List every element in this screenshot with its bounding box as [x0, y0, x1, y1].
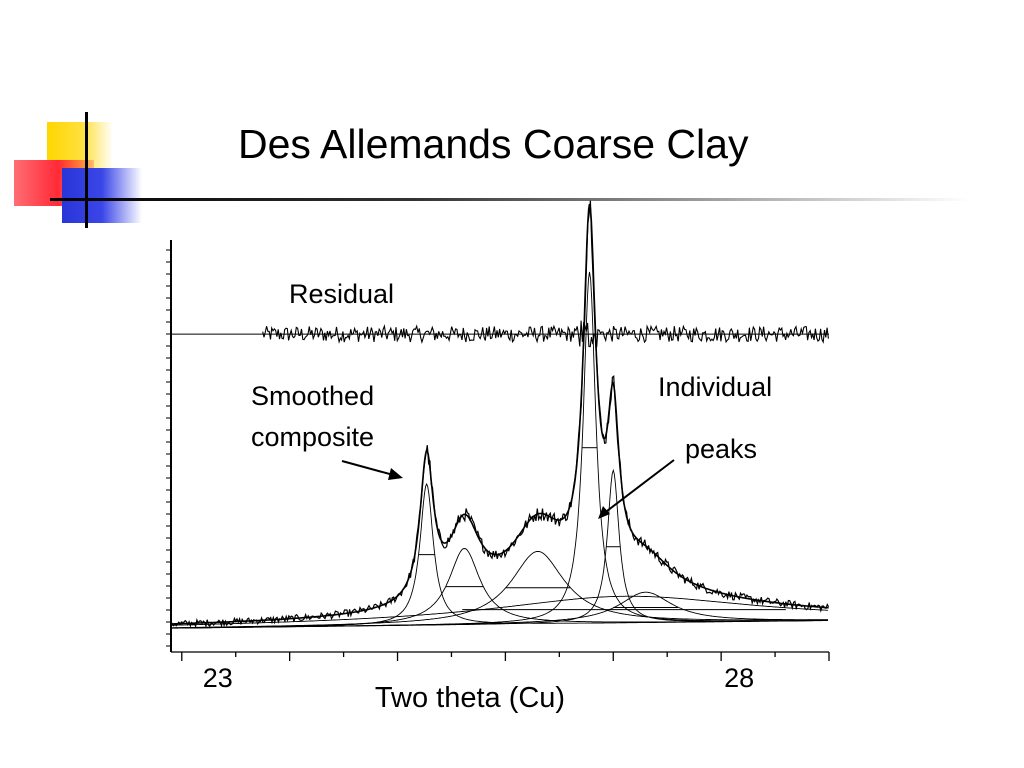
annotation-residual: Residual: [289, 279, 394, 309]
smoothed-composite-line: [171, 203, 829, 625]
individual-peaks: [170, 271, 828, 629]
x-axis-title: Two theta (Cu): [375, 682, 565, 714]
raw-data-trace: [170, 200, 830, 629]
slide-title: Des Allemands Coarse Clay: [238, 121, 749, 167]
decor-vertical-line: [85, 112, 88, 228]
arrow-individual-peaks: [602, 459, 675, 515]
x-axis-ticks: [181, 652, 830, 661]
y-axis-ticks: [166, 249, 171, 647]
annotation-peaks: peaks: [685, 434, 757, 464]
title-underline: [50, 198, 970, 201]
x-tick-label-28: 28: [724, 663, 754, 693]
individual-peak: [171, 595, 828, 626]
annotation-composite: composite: [251, 422, 374, 452]
annotation-smoothed: Smoothed: [251, 381, 374, 411]
arrow-head-individual: [598, 506, 610, 519]
individual-peak: [171, 482, 828, 629]
raw-data-line: [170, 200, 830, 629]
residual-trace: [262, 320, 829, 348]
annotation-individual: Individual: [658, 372, 772, 402]
individual-peak: [171, 468, 828, 629]
individual-peak: [171, 550, 828, 629]
individual-peak: [171, 591, 828, 629]
smoothed-composite: [171, 203, 829, 625]
residual-line: [262, 320, 829, 348]
x-tick-label-23: 23: [203, 663, 233, 693]
decor-blue-square: [62, 168, 142, 223]
arrow-head-smoothed: [388, 468, 403, 480]
individual-peak: [170, 548, 828, 629]
arrow-smoothed-composite: [341, 460, 398, 477]
